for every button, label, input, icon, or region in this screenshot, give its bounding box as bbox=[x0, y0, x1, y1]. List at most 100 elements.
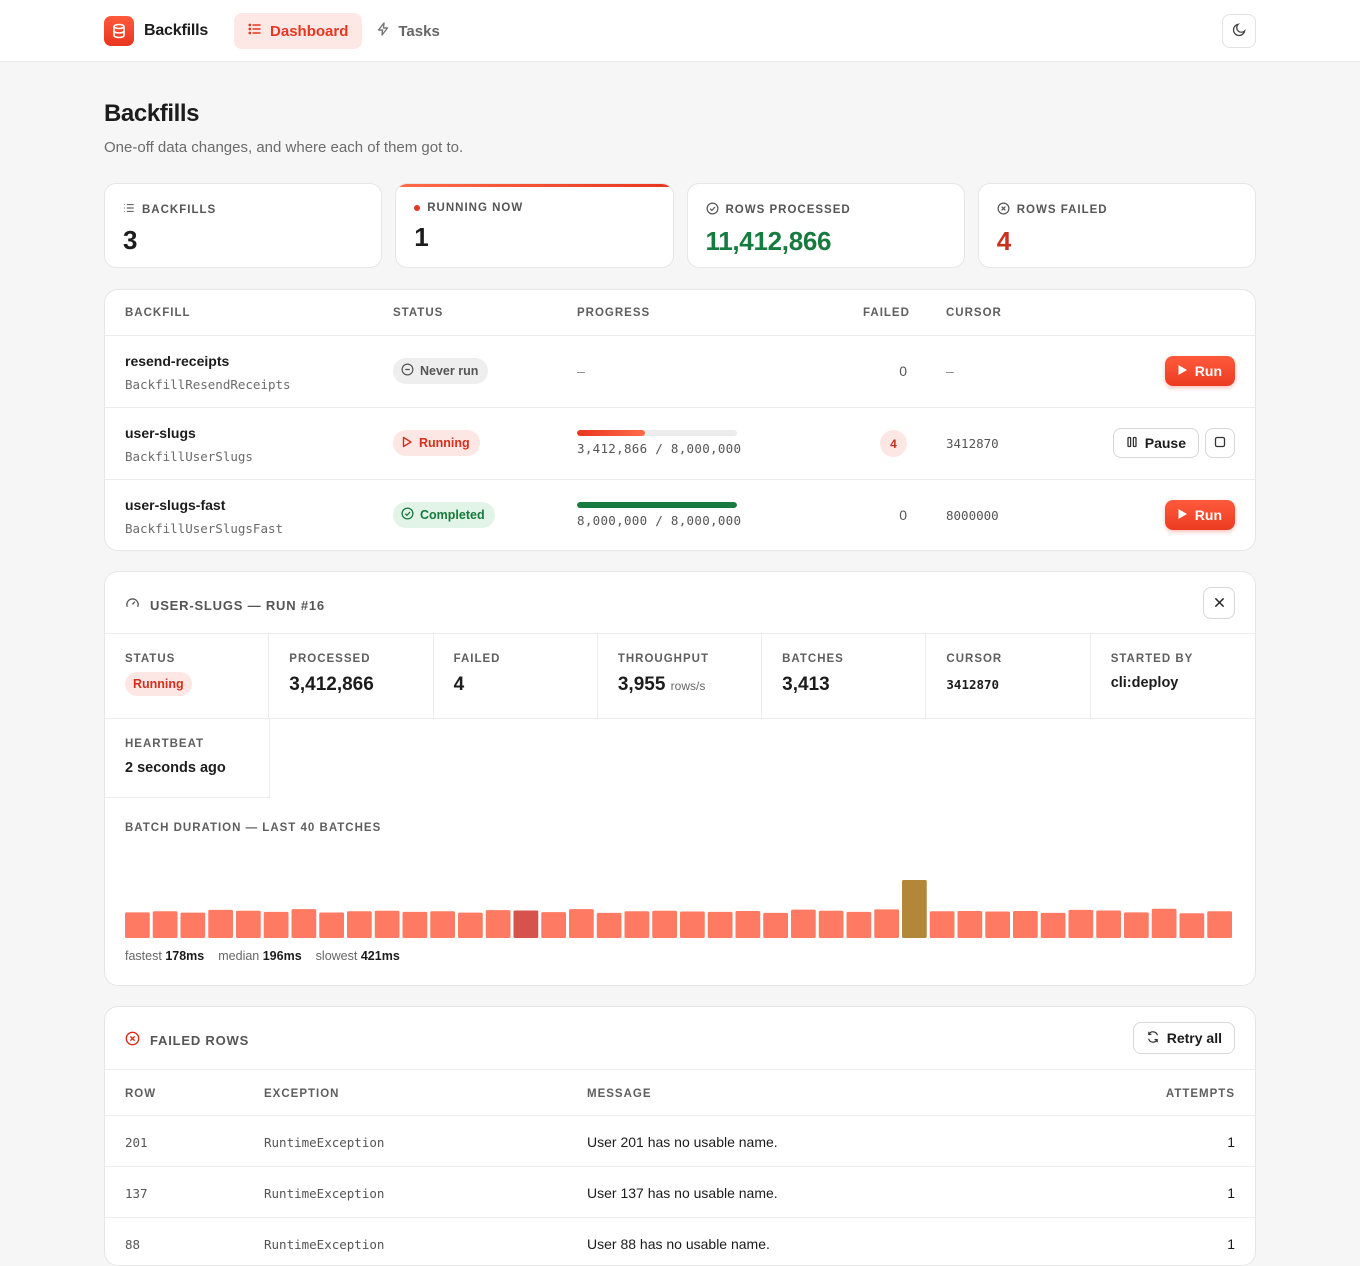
play-icon bbox=[1177, 507, 1188, 523]
chart-bar[interactable] bbox=[596, 912, 622, 938]
chart-bar[interactable] bbox=[485, 910, 511, 938]
theme-toggle-button[interactable] bbox=[1222, 14, 1256, 48]
chart-bar[interactable] bbox=[652, 910, 677, 938]
chart-bar[interactable] bbox=[208, 909, 233, 938]
run-button[interactable]: Run bbox=[1164, 356, 1235, 386]
status-label: Completed bbox=[420, 508, 485, 522]
chart-bar[interactable] bbox=[957, 911, 983, 938]
chart-bar[interactable] bbox=[458, 912, 483, 938]
run-header: USER-SLUGS — RUN #16 bbox=[105, 572, 1255, 634]
stat-value: 3 bbox=[123, 225, 138, 255]
backfill-class: BackfillUserSlugsFast bbox=[125, 521, 284, 536]
chart-bar[interactable] bbox=[985, 911, 1010, 938]
column-header-status: STATUS bbox=[393, 307, 444, 319]
median-value: 196ms bbox=[262, 949, 302, 963]
table-row[interactable]: 201 RuntimeException User 201 has no usa… bbox=[105, 1116, 1255, 1167]
row-id: 137 bbox=[125, 1186, 148, 1201]
fastest-value: 178ms bbox=[165, 949, 205, 963]
run-title: USER-SLUGS — RUN #16 bbox=[150, 597, 325, 613]
progress-bar bbox=[577, 502, 737, 508]
chart-bar[interactable] bbox=[513, 910, 539, 938]
metric-throughput: THROUGHPUT 3,955 rows/s bbox=[598, 634, 763, 718]
chart-bar[interactable] bbox=[374, 910, 400, 938]
chart-bar[interactable] bbox=[569, 909, 594, 938]
table-row[interactable]: 137 RuntimeException User 137 has no usa… bbox=[105, 1167, 1255, 1218]
chart-bar[interactable] bbox=[1124, 912, 1149, 938]
chart-bar[interactable] bbox=[1179, 913, 1205, 938]
x-circle-icon bbox=[125, 1031, 140, 1049]
chart-bar[interactable] bbox=[1151, 908, 1177, 938]
chart-bar[interactable] bbox=[347, 911, 372, 938]
chart-bar[interactable] bbox=[624, 911, 650, 938]
chart-bar[interactable] bbox=[1207, 911, 1232, 938]
attempts-count: 1 bbox=[1227, 1185, 1235, 1201]
metric-value: 4 bbox=[453, 674, 465, 695]
chart-bar[interactable] bbox=[180, 912, 206, 938]
table-row[interactable]: 88 RuntimeException User 88 has no usabl… bbox=[105, 1218, 1255, 1265]
bolt-icon bbox=[376, 22, 390, 40]
failed-count-badge[interactable]: 4 bbox=[880, 430, 907, 457]
chart-bar[interactable] bbox=[1040, 912, 1066, 938]
gauge-icon bbox=[125, 596, 140, 614]
backfill-class: BackfillResendReceipts bbox=[125, 377, 291, 392]
chart-bar[interactable] bbox=[291, 909, 317, 938]
chart-bar[interactable] bbox=[152, 911, 178, 938]
metric-label: HEARTBEAT bbox=[125, 738, 205, 750]
column-header-backfill: BACKFILL bbox=[125, 307, 191, 319]
exception-name: RuntimeException bbox=[264, 1135, 385, 1150]
chart-bar[interactable] bbox=[1096, 910, 1121, 938]
column-header-row: ROW bbox=[125, 1088, 157, 1100]
chart-bar[interactable] bbox=[846, 911, 872, 938]
chart-bar[interactable] bbox=[263, 911, 289, 938]
error-message: User 88 has no usable name. bbox=[587, 1236, 770, 1252]
chart-bar[interactable] bbox=[1013, 911, 1038, 938]
status-badge: Completed bbox=[393, 502, 495, 528]
chart-bar[interactable] bbox=[541, 912, 566, 938]
chart-bar[interactable] bbox=[707, 911, 733, 938]
run-button[interactable]: Run bbox=[1164, 500, 1235, 530]
column-header-failed: FAILED bbox=[863, 307, 910, 319]
table-row[interactable]: resend-receipts BackfillResendReceipts N… bbox=[105, 336, 1255, 408]
metric-heartbeat: HEARTBEAT 2 seconds ago bbox=[105, 719, 270, 798]
column-header-progress: PROGRESS bbox=[577, 307, 651, 319]
chart-bar[interactable] bbox=[430, 911, 455, 938]
red-dot-icon bbox=[414, 205, 421, 211]
chart-bar[interactable] bbox=[818, 910, 844, 938]
metric-label: STARTED BY bbox=[1110, 653, 1194, 665]
nav-tasks[interactable]: Tasks bbox=[362, 13, 453, 49]
chart-bar[interactable] bbox=[791, 909, 816, 938]
close-button[interactable] bbox=[1203, 587, 1235, 619]
chart-bar[interactable] bbox=[763, 912, 788, 938]
chart-bar[interactable] bbox=[319, 912, 344, 938]
stat-label: ROWS PROCESSED bbox=[725, 204, 851, 216]
chart-bar[interactable] bbox=[735, 911, 761, 938]
retry-all-button[interactable]: Retry all bbox=[1132, 1022, 1235, 1054]
chart-bar[interactable] bbox=[125, 912, 150, 938]
stat-label: RUNNING NOW bbox=[427, 202, 524, 214]
run-detail-panel: USER-SLUGS — RUN #16 STATUS Running PROC… bbox=[104, 571, 1256, 986]
chart-bar[interactable] bbox=[680, 911, 705, 938]
run-button-label: Run bbox=[1194, 363, 1222, 379]
chart-bar[interactable] bbox=[902, 880, 927, 938]
chart-bar[interactable] bbox=[402, 911, 428, 938]
chart-bar[interactable] bbox=[1068, 909, 1094, 938]
chart-bar[interactable] bbox=[874, 909, 899, 938]
play-outline-icon bbox=[401, 436, 413, 451]
nav-dashboard[interactable]: Dashboard bbox=[234, 13, 363, 49]
backfill-name: resend-receipts bbox=[125, 353, 230, 369]
metric-value: 3,412,866 bbox=[289, 674, 374, 695]
slowest-value: 421ms bbox=[360, 949, 400, 963]
metric-label: PROCESSED bbox=[289, 653, 371, 665]
chart-bar[interactable] bbox=[236, 910, 261, 938]
pause-button[interactable]: Pause bbox=[1112, 428, 1199, 458]
table-row[interactable]: user-slugs BackfillUserSlugs Running 3,4… bbox=[105, 408, 1255, 480]
stop-button[interactable] bbox=[1205, 428, 1235, 458]
table-row[interactable]: user-slugs-fast BackfillUserSlugsFast Co… bbox=[105, 480, 1255, 550]
pause-button-label: Pause bbox=[1144, 435, 1186, 451]
exception-name: RuntimeException bbox=[264, 1186, 385, 1201]
brand-name[interactable]: Backfills bbox=[144, 22, 209, 39]
metric-label: CURSOR bbox=[946, 653, 1003, 665]
chart-bar[interactable] bbox=[929, 911, 955, 938]
stat-value: 4 bbox=[996, 226, 1011, 256]
metric-batches: BATCHES 3,413 bbox=[762, 634, 927, 718]
